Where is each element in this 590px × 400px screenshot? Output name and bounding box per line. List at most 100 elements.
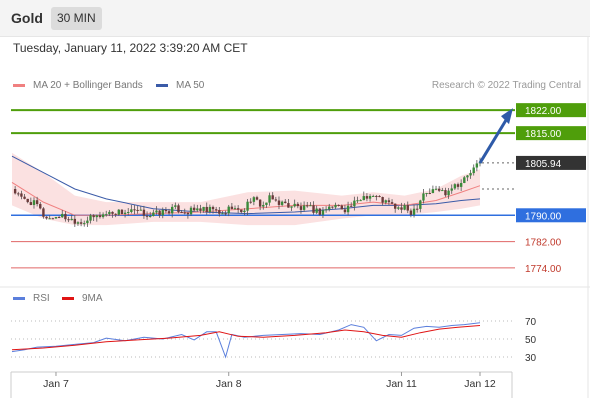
candle-body	[221, 213, 224, 215]
candle-body	[42, 208, 45, 217]
candle-body	[101, 214, 105, 218]
rsi-line	[11, 322, 481, 359]
candle-body	[393, 203, 397, 209]
candle-body	[105, 214, 108, 216]
candle-body	[419, 200, 422, 209]
level-tag-1822.00	[516, 103, 586, 118]
legend-ma50: MA 50	[156, 80, 204, 91]
candle-body	[20, 193, 23, 197]
legend-rsi: RSI	[13, 293, 50, 304]
rsi-tick-label: 50	[525, 335, 537, 346]
candle-body	[161, 209, 164, 216]
candle-body	[321, 210, 325, 215]
level-label-1815.00: 1815.00	[525, 129, 562, 140]
candle-body	[453, 184, 457, 189]
ma20-swatch	[13, 83, 25, 87]
candle-body	[284, 201, 287, 204]
candle-body	[469, 173, 472, 176]
candle-body	[381, 197, 384, 203]
candle-body	[199, 208, 202, 211]
candle-body	[64, 213, 67, 220]
candle-body	[167, 211, 171, 214]
legend-9ma: 9MA	[62, 293, 103, 304]
candle-body	[133, 209, 136, 211]
candle-body	[450, 188, 453, 191]
candle-body	[98, 215, 102, 218]
candle-body	[152, 212, 155, 216]
candle-body	[415, 208, 419, 210]
candle-body	[26, 198, 29, 203]
candle-body	[233, 208, 237, 210]
candle-body	[368, 196, 372, 199]
candle-body	[384, 200, 387, 203]
candle-body	[13, 189, 17, 194]
candle-body	[224, 213, 227, 215]
candle-body	[54, 216, 58, 219]
candle-body	[353, 200, 356, 207]
candle-body	[17, 193, 20, 195]
top-bar: Gold 30 MIN	[0, 0, 590, 37]
candle-body	[246, 201, 249, 211]
candle-body	[186, 212, 190, 215]
ma50-line	[11, 155, 481, 215]
candle-body	[299, 206, 303, 210]
candle-body	[249, 201, 252, 203]
candle-body	[287, 203, 290, 208]
candle-body	[356, 200, 359, 202]
rsi-tick-label: 30	[525, 353, 537, 364]
candle-body	[196, 208, 199, 211]
x-tick-label: Jan 11	[386, 378, 417, 390]
candle-body	[403, 205, 406, 210]
candle-body	[378, 196, 381, 198]
level-label-1805.94: 1805.94	[525, 159, 562, 170]
candle-body	[375, 195, 378, 197]
candle-body	[189, 207, 193, 215]
candle-body	[365, 196, 369, 199]
candle-body	[48, 218, 51, 220]
candle-body	[258, 199, 262, 207]
rsi-swatch	[13, 296, 25, 300]
candle-body	[73, 218, 77, 224]
candle-body	[158, 210, 161, 216]
candle-body	[268, 195, 271, 203]
candle-body	[39, 204, 42, 209]
candle-body	[437, 188, 441, 191]
candle-body	[302, 205, 306, 210]
candle-body	[425, 193, 428, 195]
candle-body	[32, 200, 36, 205]
candle-body	[463, 177, 466, 184]
candle-body	[117, 209, 120, 215]
ma50-swatch	[156, 83, 168, 87]
level-label-1822.00: 1822.00	[525, 106, 562, 117]
candle-body	[466, 175, 469, 178]
candle-body	[328, 206, 331, 210]
candle-body	[123, 212, 127, 214]
candle-body	[120, 209, 124, 214]
candle-body	[29, 202, 33, 205]
candle-body	[227, 206, 230, 214]
timeframe-button[interactable]: 30 MIN	[51, 7, 102, 30]
legend-ma20-label: MA 20 + Bollinger Bands	[33, 80, 143, 91]
candle-body	[340, 205, 343, 210]
candle-body	[459, 183, 463, 187]
candle-body	[397, 207, 400, 209]
candle-body	[252, 197, 256, 202]
candle-body	[177, 205, 180, 213]
candle-body	[390, 202, 394, 204]
candle-body	[271, 195, 274, 200]
candle-body	[79, 222, 83, 224]
candle-body	[372, 195, 375, 197]
legend-9ma-label: 9MA	[82, 293, 103, 304]
candle-body	[262, 204, 265, 207]
candle-body	[444, 190, 447, 196]
candle-body	[280, 201, 284, 205]
candle-body	[174, 205, 177, 207]
candle-body	[136, 209, 139, 211]
level-tag-1815.00	[516, 126, 586, 141]
candle-body	[61, 213, 64, 218]
instrument-title: Gold	[11, 10, 43, 26]
candle-body	[130, 209, 133, 212]
legend-rsi-label: RSI	[33, 293, 50, 304]
candle-body	[350, 205, 353, 207]
